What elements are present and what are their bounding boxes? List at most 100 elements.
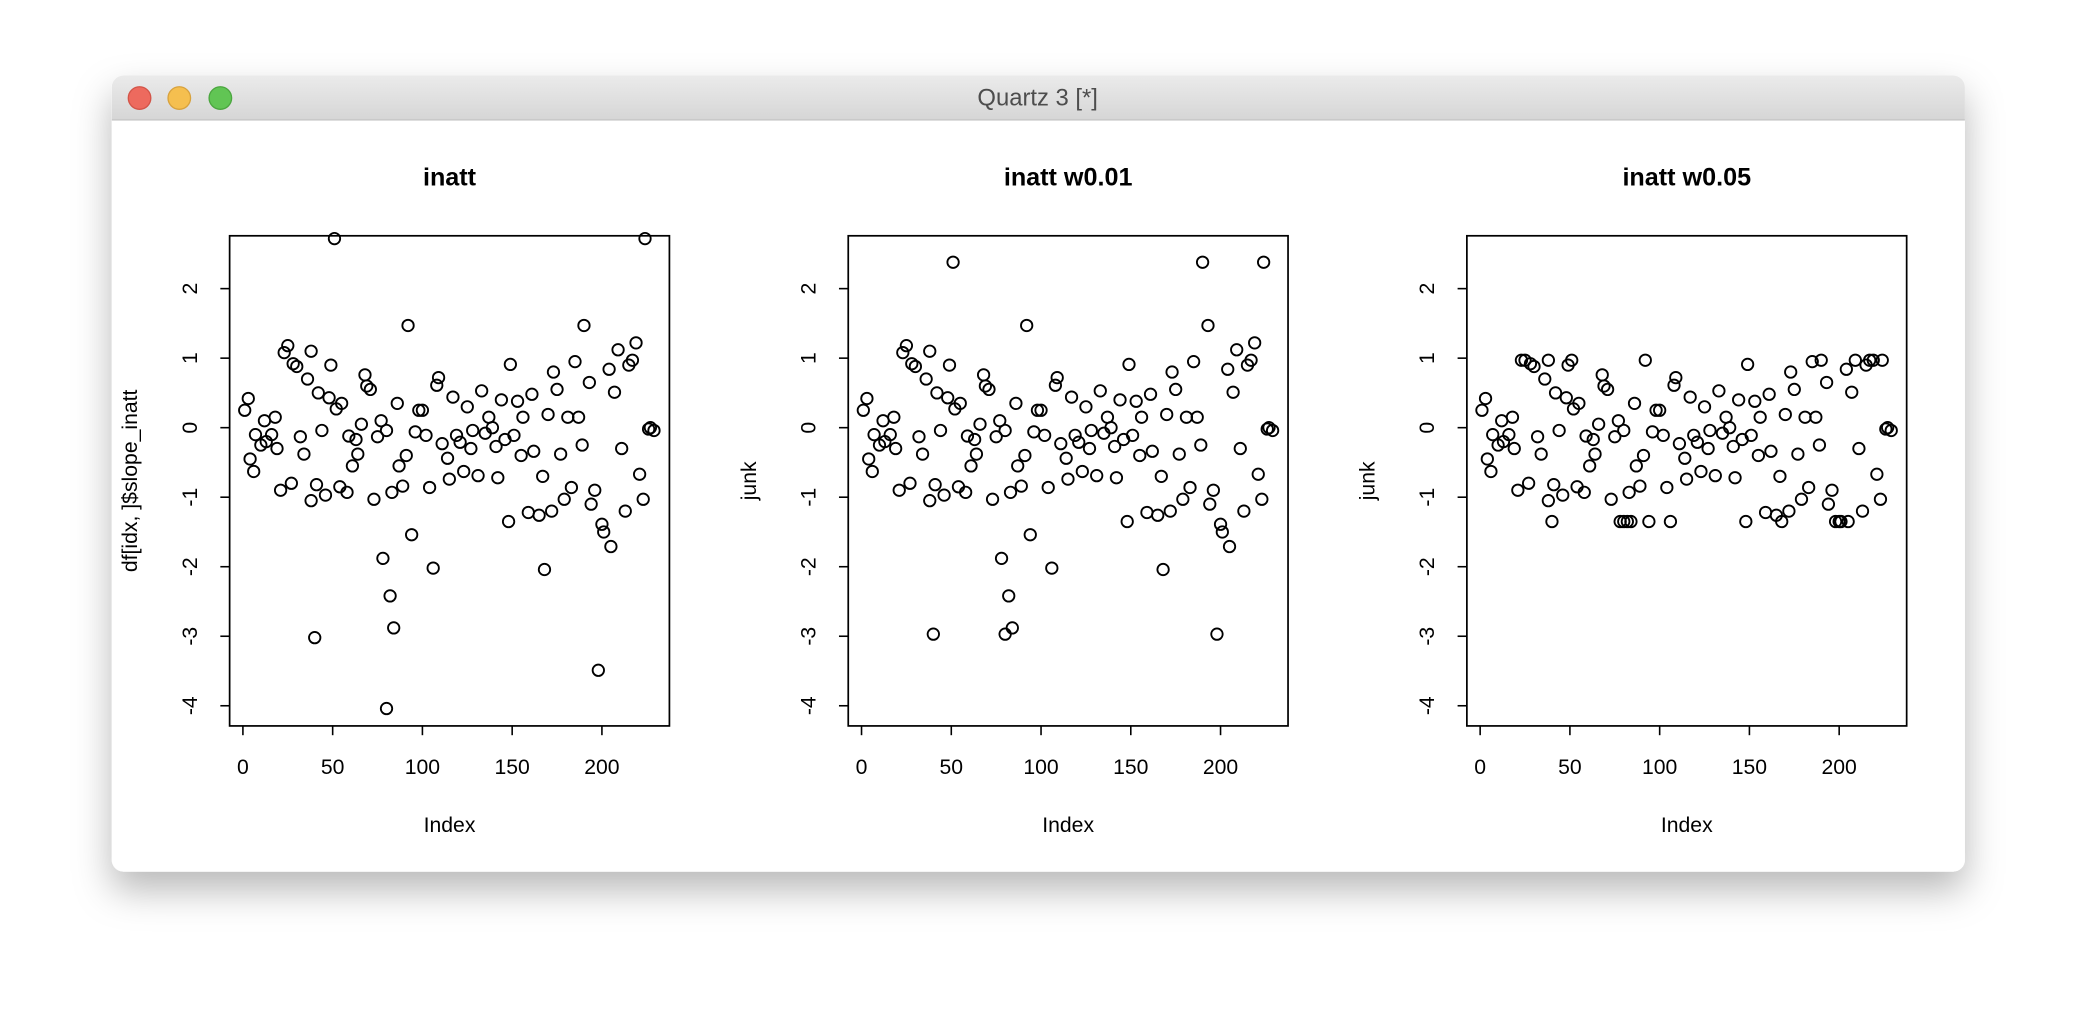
- point: [969, 447, 984, 461]
- point: [270, 441, 284, 456]
- y-tick-label: 2: [179, 283, 202, 295]
- point: [1617, 423, 1631, 438]
- point: [1579, 429, 1593, 443]
- point: [1656, 428, 1670, 442]
- point: [430, 378, 444, 392]
- point: [464, 441, 478, 456]
- minimize-button[interactable]: [167, 86, 192, 110]
- point: [582, 375, 596, 390]
- point: [1679, 472, 1694, 486]
- point: [1834, 514, 1848, 529]
- point: [1210, 627, 1224, 641]
- point: [1577, 485, 1591, 499]
- point: [1527, 359, 1541, 374]
- point: [1541, 353, 1555, 367]
- y-tick-label: 0: [797, 422, 820, 434]
- point: [342, 429, 356, 443]
- point: [1020, 318, 1034, 333]
- point: [960, 429, 975, 443]
- y-tick-label: -1: [179, 488, 202, 507]
- point: [1712, 384, 1726, 398]
- point: [1728, 471, 1742, 485]
- point: [1572, 396, 1586, 410]
- point: [503, 357, 517, 372]
- point: [1740, 357, 1755, 372]
- point: [537, 562, 552, 577]
- point: [638, 231, 652, 246]
- point: [978, 379, 993, 393]
- point: [1061, 472, 1075, 486]
- y-tick-label: -4: [179, 696, 202, 715]
- point: [396, 479, 410, 493]
- point: [908, 359, 923, 374]
- point: [1697, 400, 1712, 414]
- point: [527, 444, 541, 458]
- point: [1819, 375, 1834, 390]
- point: [304, 494, 318, 508]
- point: [1866, 353, 1880, 367]
- point: [643, 421, 658, 435]
- point: [1608, 430, 1622, 444]
- zoom-button[interactable]: [208, 86, 233, 110]
- point: [856, 403, 870, 417]
- point: [351, 447, 365, 461]
- point: [1075, 464, 1089, 479]
- y-tick-label: 0: [179, 422, 202, 434]
- point: [1186, 355, 1201, 369]
- point: [419, 428, 433, 442]
- point: [1255, 492, 1269, 506]
- point: [1125, 428, 1140, 442]
- point: [1687, 428, 1701, 442]
- point: [571, 410, 586, 424]
- point: [1475, 403, 1489, 417]
- point: [1845, 385, 1859, 399]
- point: [1023, 528, 1037, 542]
- point: [1663, 514, 1678, 529]
- point: [1708, 469, 1722, 483]
- point: [281, 339, 295, 353]
- point: [1802, 480, 1816, 495]
- y-tick-label: -3: [797, 627, 820, 646]
- point: [1809, 410, 1823, 424]
- point: [1079, 400, 1093, 414]
- point: [1215, 525, 1229, 539]
- plot: inatt -4 -3 -2 -1 0 1 2 0 50 100 150 200 Index df[idx,…: [119, 163, 671, 837]
- point: [1841, 514, 1855, 529]
- point: [354, 417, 369, 431]
- point: [1784, 365, 1798, 379]
- point: [379, 423, 394, 438]
- plot: inatt w0.01 -4 -3 -2 -1 0 1 2 0 50 100 150 200 Index j…: [738, 163, 1289, 837]
- point: [1480, 452, 1494, 466]
- point: [604, 539, 618, 554]
- point: [964, 459, 978, 473]
- point: [1620, 514, 1634, 529]
- point: [1547, 478, 1561, 492]
- point: [1260, 422, 1274, 436]
- y-tick-label: -1: [1416, 488, 1439, 507]
- point: [1552, 423, 1566, 438]
- point: [1082, 441, 1097, 456]
- point: [1195, 255, 1210, 269]
- point: [1048, 378, 1063, 392]
- point: [625, 353, 640, 367]
- close-button[interactable]: [127, 86, 152, 110]
- point: [1122, 357, 1136, 372]
- point: [1732, 393, 1746, 407]
- point: [1559, 391, 1573, 405]
- point: [1604, 492, 1618, 506]
- point: [887, 410, 901, 424]
- point: [1863, 353, 1877, 367]
- point: [550, 382, 564, 397]
- point: [1879, 422, 1893, 436]
- point: [584, 497, 598, 511]
- point: [546, 365, 561, 379]
- y-tick-label: 2: [1416, 283, 1439, 295]
- point: [399, 448, 413, 463]
- point: [1003, 485, 1018, 499]
- point: [247, 464, 261, 479]
- plot-title: inatt w0.01: [1004, 163, 1133, 191]
- point: [1782, 504, 1796, 518]
- point: [241, 391, 255, 406]
- point: [1084, 423, 1098, 438]
- point: [501, 514, 516, 529]
